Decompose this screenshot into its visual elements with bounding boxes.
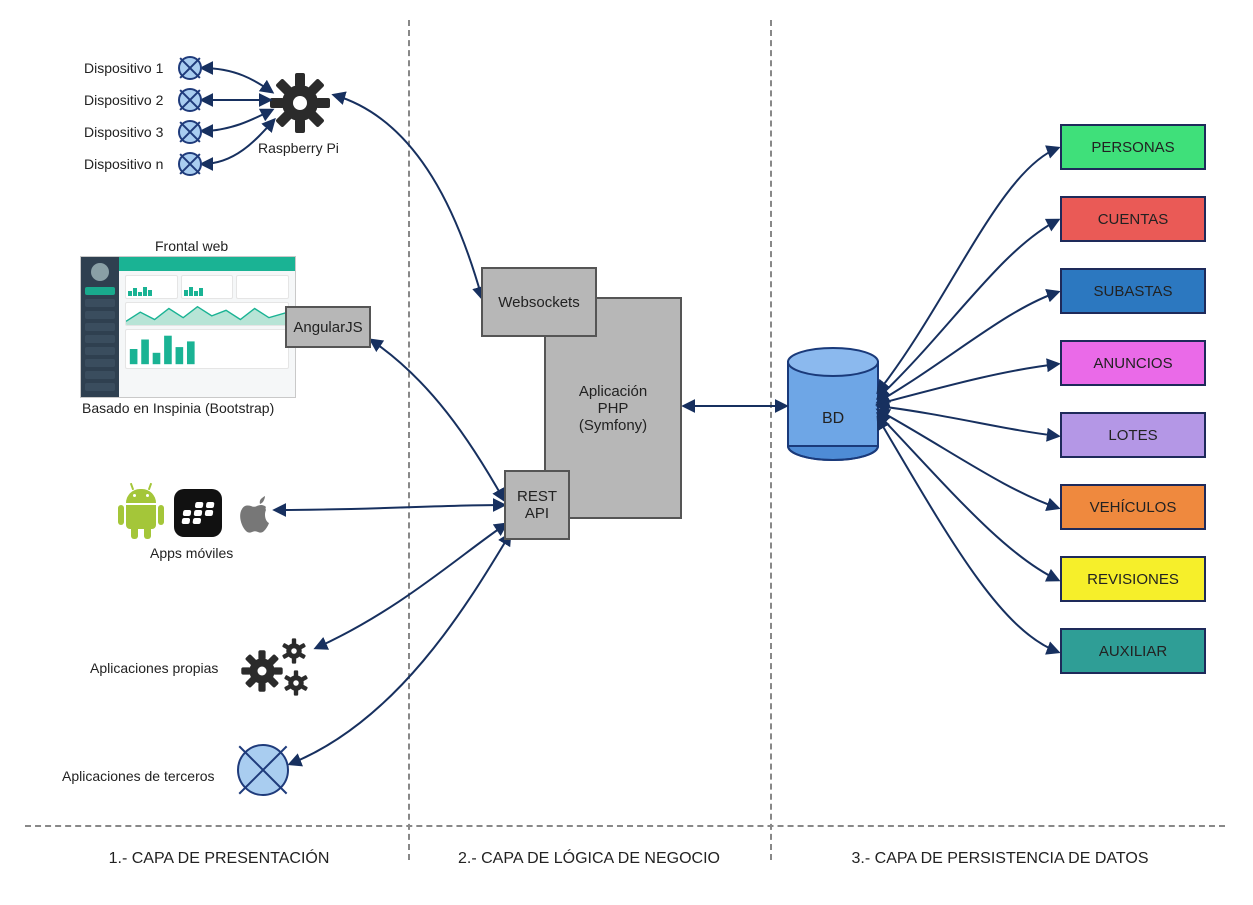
blackberry-icon [174,489,222,537]
table-box: LOTES [1060,412,1206,458]
edge-db-t7 [878,418,1058,652]
raspberry-label: Raspberry Pi [258,140,339,156]
device-marker-icon [178,56,202,80]
gears-icon [241,638,308,695]
apps-3rd-label: Aplicaciones de terceros [62,768,215,784]
device-label: Dispositivo 1 [84,60,163,76]
mobile-label: Apps móviles [150,545,233,561]
edge-ang-rest [371,340,504,500]
device-label: Dispositivo n [84,156,163,172]
php-label: Aplicación PHP (Symfony) [579,383,647,434]
edge-3rd-rest [290,534,510,764]
db-label: BD [822,410,844,428]
edge-mob-rest [275,505,504,510]
column-sep-2 [770,20,772,860]
third-party-marker-icon [237,744,289,796]
angular-box: AngularJS [285,306,371,348]
edge-own-rest [316,524,506,648]
edge-db-t2 [878,292,1058,402]
device-marker-icon [178,152,202,176]
gear-icon [270,73,330,133]
column-sep-1 [408,20,410,860]
dashboard-preview [80,256,296,398]
device-marker-icon [178,88,202,112]
device-label: Dispositivo 3 [84,124,163,140]
frontal-caption: Basado en Inspinia (Bootstrap) [82,400,274,416]
edge-db-t6 [878,414,1058,580]
rest-label: REST API [517,488,557,522]
edge-db-t0 [878,148,1058,392]
edge-db-t4 [878,406,1058,436]
frontal-title: Frontal web [155,238,228,254]
table-box: AUXILIAR [1060,628,1206,674]
table-box: ANUNCIOS [1060,340,1206,386]
edge-db-t1 [878,220,1058,398]
mobile-icons-row [118,485,276,537]
column-3-caption: 3.- CAPA DE PERSISTENCIA DE DATOS [770,850,1230,868]
apple-icon [232,489,276,537]
android-icon [118,485,164,537]
websockets-box: Websockets [481,267,597,337]
rest-box: REST API [504,470,570,540]
column-2-caption: 2.- CAPA DE LÓGICA DE NEGOCIO [408,850,770,868]
edge-dev3-raspi [202,110,272,131]
column-1-caption: 1.- CAPA DE PRESENTACIÓN [30,850,408,868]
table-box: REVISIONES [1060,556,1206,602]
angular-label: AngularJS [293,319,362,336]
edge-dev1-raspi [202,68,272,92]
table-box: PERSONAS [1060,124,1206,170]
websockets-label: Websockets [498,294,579,311]
table-box: VEHÍCULOS [1060,484,1206,530]
device-label: Dispositivo 2 [84,92,163,108]
edge-db-t3 [878,364,1058,404]
table-box: CUENTAS [1060,196,1206,242]
edge-db-t5 [878,410,1058,508]
apps-own-label: Aplicaciones propias [90,660,218,676]
table-box: SUBASTAS [1060,268,1206,314]
database-icon [788,348,878,460]
device-marker-icon [178,120,202,144]
footer-sep [25,825,1225,827]
diagram-stage: Dispositivo 1 Dispositivo 2 Dispositivo 3 D… [0,0,1253,905]
